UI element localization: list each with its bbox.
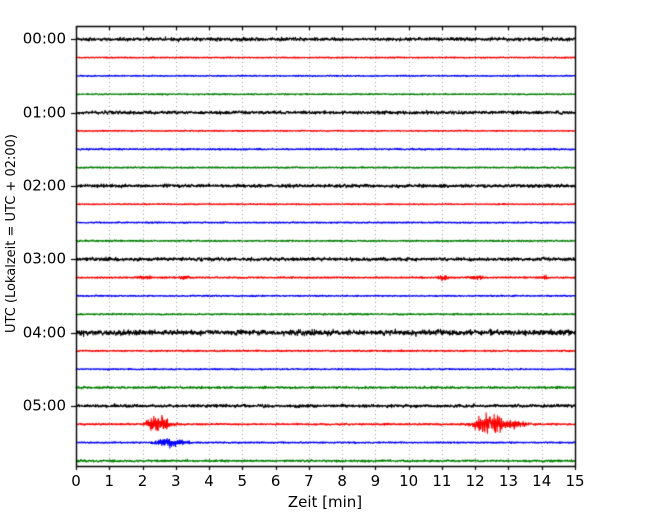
y-tick-label: 04:00 — [22, 323, 66, 342]
x-tick-label: 11 — [432, 472, 452, 490]
y-axis-label: UTC (Lokalzeit = UTC + 02:00) — [3, 133, 19, 333]
y-tick-label: 00:00 — [22, 29, 66, 48]
x-tick-label: 5 — [237, 472, 248, 490]
x-tick-label: 15 — [565, 472, 585, 490]
x-tick-label: 0 — [71, 472, 81, 490]
x-tick-label: 2 — [137, 472, 148, 490]
x-tick-label: 10 — [399, 472, 419, 490]
x-tick-label: 4 — [204, 472, 214, 490]
y-tick-label: 01:00 — [22, 103, 66, 122]
x-tick-label: 1 — [104, 472, 115, 490]
x-tick-label: 12 — [465, 472, 485, 490]
y-tick-label: 02:00 — [22, 176, 66, 195]
x-tick-label: 3 — [171, 472, 181, 490]
x-tick-label: 8 — [337, 472, 347, 490]
y-axis-label-container: UTC (Lokalzeit = UTC + 02:00) — [0, 0, 22, 466]
y-tick-label: 03:00 — [22, 249, 66, 268]
y-tick-label: 05:00 — [22, 396, 66, 415]
x-tick-label: 14 — [532, 472, 552, 490]
x-tick-label: 7 — [304, 472, 314, 490]
x-tick-label: 9 — [370, 472, 381, 490]
x-tick-label: 6 — [270, 472, 281, 490]
x-axis-label: Zeit [min] — [287, 493, 363, 511]
x-tick-label: 13 — [498, 472, 518, 490]
